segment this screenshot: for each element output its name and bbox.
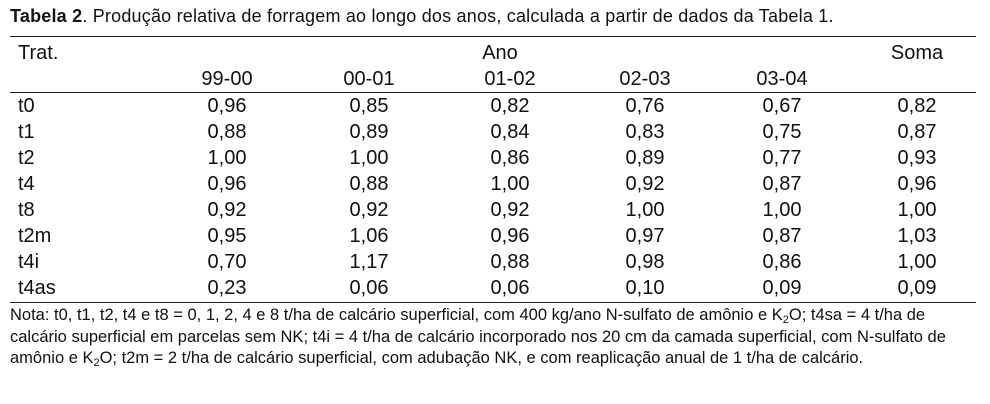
row-treatment: t2m [18,225,52,247]
note-text: Nota: t0, t1, t2, t4 e t8 = 0, 1, 2, 4 e… [10,306,783,324]
table-cell: 1,17 [349,251,389,273]
table-cell: 0,09 [762,277,802,299]
header-soma: Soma [890,42,944,64]
row-soma: 0,96 [897,173,937,195]
table-cell: 0,95 [207,225,247,247]
row-soma: 0,93 [897,147,937,169]
table-cell: 0,86 [762,251,802,273]
row-treatment: t4 [18,173,35,195]
table-cell: 1,00 [207,147,247,169]
note-subscript: 2 [782,314,789,326]
header-rule [10,92,976,94]
table-cell: 0,87 [762,225,802,247]
table-cell: 1,06 [349,225,389,247]
table-cell: 0,84 [490,121,530,143]
table-cell: 0,76 [625,95,665,117]
header-year: 00-01 [343,68,395,90]
note-text: O; t4sa = 4 t/ha de calcário superficial… [10,306,946,367]
table-cell: 0,06 [349,277,389,299]
row-soma: 1,00 [897,199,937,221]
table-cell: 0,83 [625,121,665,143]
table-cell: 0,77 [762,147,802,169]
bottom-rule [10,302,976,304]
header-year: 02-03 [619,68,671,90]
row-treatment: t0 [18,95,35,117]
table-cell: 1,00 [490,173,530,195]
table-caption: Tabela 2. Produção relativa de forragem … [10,6,834,27]
table-cell: 0,92 [490,199,530,221]
top-rule [10,36,976,38]
header-year: 03-04 [756,68,808,90]
row-soma: 0,82 [897,95,937,117]
table-cell: 0,97 [625,225,665,247]
table-cell: 0,70 [207,251,247,273]
row-soma: 1,03 [897,225,937,247]
table-cell: 1,00 [349,147,389,169]
table-cell: 1,00 [762,199,802,221]
row-soma: 1,00 [897,251,937,273]
header-trat: Trat. [18,42,59,64]
table-cell: 0,67 [762,95,802,117]
table-cell: 0,96 [207,173,247,195]
table-cell: 0,92 [349,199,389,221]
caption-label: Tabela 2 [10,6,83,26]
table-cell: 0,82 [490,95,530,117]
header-year: 01-02 [484,68,536,90]
table-cell: 0,98 [625,251,665,273]
table-note: Nota: t0, t1, t2, t4 e t8 = 0, 1, 2, 4 e… [10,305,978,370]
table-cell: 0,88 [490,251,530,273]
table-cell: 0,23 [207,277,247,299]
table-cell: 0,96 [207,95,247,117]
row-treatment: t2 [18,147,35,169]
table-cell: 0,06 [490,277,530,299]
caption-text: . Produção relativa de forragem ao longo… [82,6,834,26]
note-text: O; t2m = 2 t/ha de calcário superficial,… [99,349,864,367]
table-cell: 0,86 [490,147,530,169]
table-cell: 0,88 [207,121,247,143]
table-cell: 0,89 [625,147,665,169]
table-cell: 0,87 [762,173,802,195]
row-soma: 0,87 [897,121,937,143]
table-cell: 0,92 [625,173,665,195]
table-cell: 0,10 [625,277,665,299]
table-cell: 1,00 [625,199,665,221]
row-treatment: t1 [18,121,35,143]
table-cell: 0,88 [349,173,389,195]
header-year: 99-00 [201,68,253,90]
table-cell: 0,92 [207,199,247,221]
table-cell: 0,89 [349,121,389,143]
row-treatment: t4as [18,277,56,299]
table-cell: 0,85 [349,95,389,117]
note-subscript: 2 [93,357,100,369]
row-soma: 0,09 [897,277,937,299]
row-treatment: t4i [18,251,40,273]
row-treatment: t8 [18,199,35,221]
table-cell: 0,75 [762,121,802,143]
header-ano: Ano [482,42,518,64]
table-cell: 0,96 [490,225,530,247]
